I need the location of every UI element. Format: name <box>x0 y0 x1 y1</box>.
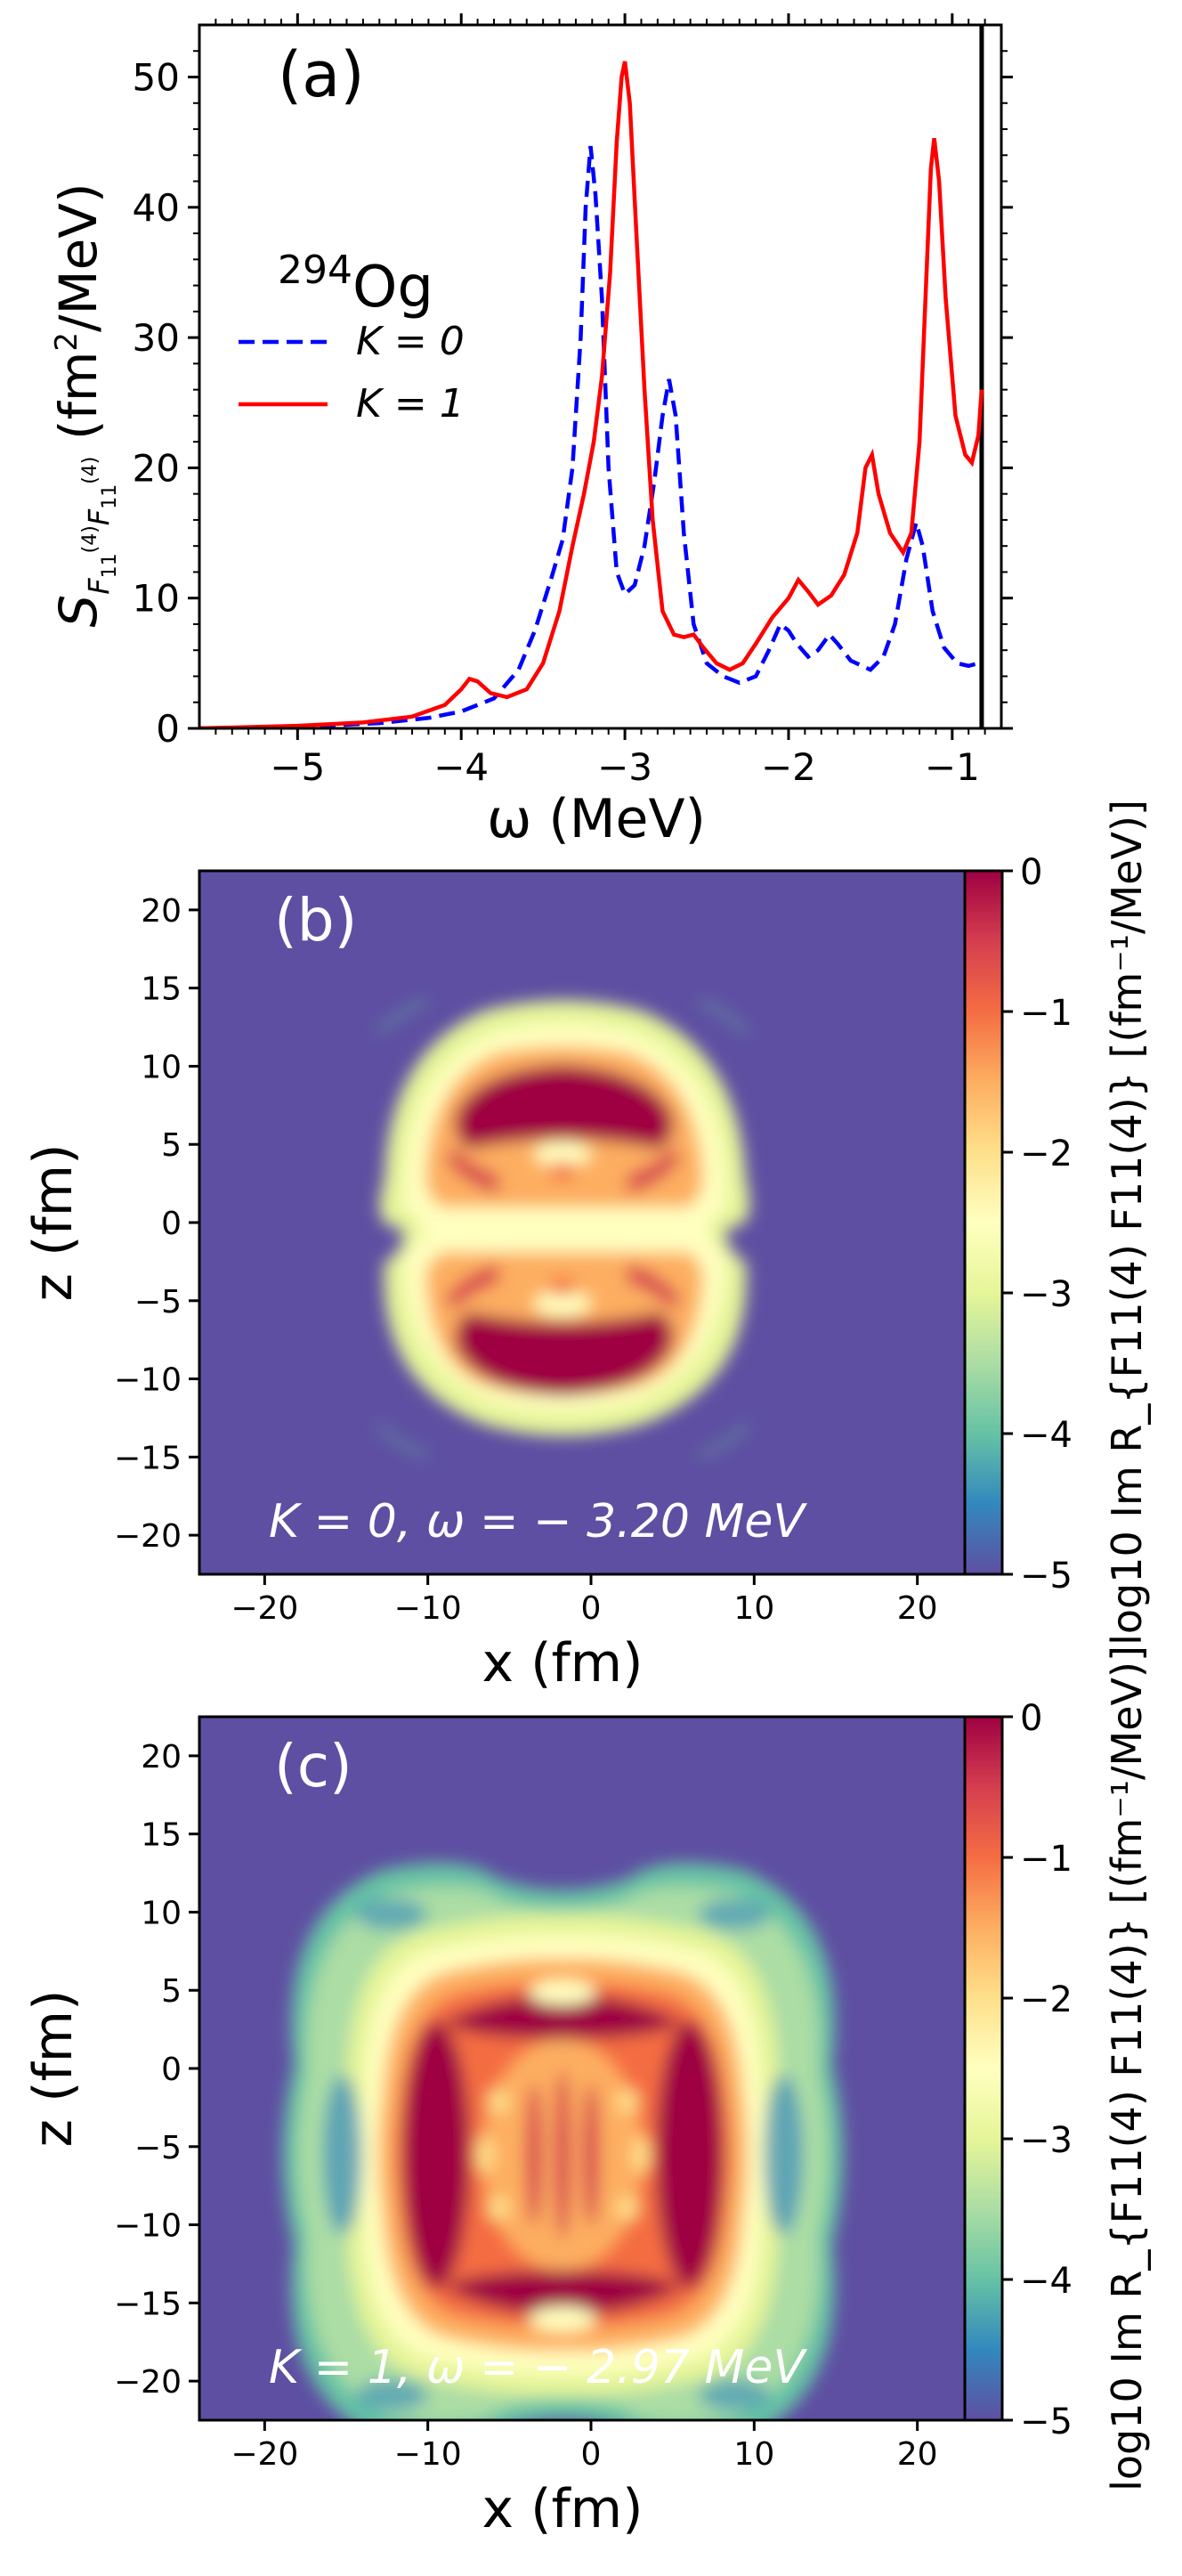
panel-c-label: (c) <box>274 1732 352 1800</box>
panel-a-y-axis-label: SF11(4)F11(4) (fm2/MeV) <box>48 183 121 627</box>
x-tick-label: −10 <box>394 1590 462 1627</box>
x-tick-label: −5 <box>270 745 325 789</box>
nucleus-label: 294Og <box>278 248 433 321</box>
panel-b-x-axis-label: x (fm) <box>482 1632 644 1694</box>
y-tick-label: −5 <box>134 2130 182 2166</box>
legend-k0-label: K = 0 <box>356 319 465 364</box>
y-tick-label: −10 <box>114 1362 182 1399</box>
y-tick-label: 5 <box>161 1127 182 1164</box>
panel-c-x-axis-label: x (fm) <box>482 2478 644 2540</box>
y-tick-label: 10 <box>141 1895 182 1931</box>
y-tick-label: −10 <box>114 2208 182 2245</box>
colorbar-tick-label: −3 <box>1020 1274 1073 1315</box>
panel-c-annotation: K = 1, ω = − 2.97 MeV <box>269 2341 807 2394</box>
y-tick-label: 20 <box>141 1739 182 1776</box>
colorbar-b <box>963 869 1004 1576</box>
legend: K = 0 K = 1 <box>239 319 465 427</box>
colorbar-c-label: log10 Im R_{F11(4) F11(4)} [(fm⁻¹/MeV)] <box>1103 1646 1151 2491</box>
panel-c-y-axis-label: z (fm) <box>22 1990 85 2148</box>
x-tick-label: −4 <box>433 745 489 789</box>
y-tick-label: −5 <box>134 1284 182 1321</box>
x-tick-label: 10 <box>733 1590 774 1627</box>
x-tick-label: −20 <box>231 2436 298 2473</box>
panel-a-label: (a) <box>278 38 365 111</box>
series-k1-solid-line <box>199 61 984 728</box>
heatmap-c-density <box>282 1863 844 2420</box>
heatmap-b-faint-arcs <box>376 999 750 1459</box>
colorbar-tick-label: −5 <box>1020 2401 1073 2442</box>
colorbar-tick-label: −2 <box>1020 1134 1073 1174</box>
colorbar-b-label: log10 Im R_{F11(4) F11(4)} [(fm⁻¹/MeV)] <box>1103 800 1151 1646</box>
panel-a-line-chart: −5 −4 −3 −2 −1 0 10 20 30 40 50 (a) 294Og K = 0 K … <box>48 13 1013 850</box>
y-tick-label: 20 <box>141 893 182 930</box>
y-tick-label: 10 <box>133 577 180 621</box>
y-tick-label: 30 <box>133 316 180 360</box>
colorbar-tick-label: −4 <box>1020 1415 1073 1456</box>
y-tick-label: 40 <box>133 186 180 230</box>
panel-b-label: (b) <box>274 886 357 955</box>
x-tick-label: 10 <box>733 2436 774 2473</box>
y-tick-label: 10 <box>141 1049 182 1085</box>
y-tick-label: 0 <box>161 2052 182 2088</box>
colorbar-c <box>963 1715 1004 2422</box>
x-tick-label: 0 <box>581 2436 602 2473</box>
x-tick-label: 0 <box>581 1590 602 1627</box>
colorbar-tick-label: −1 <box>1020 1839 1073 1880</box>
panel-a-frame <box>198 23 1003 730</box>
y-tick-label: 5 <box>161 1973 182 2010</box>
x-tick-label: −10 <box>394 2436 462 2473</box>
panel-b-y-axis-label: z (fm) <box>22 1144 85 1302</box>
y-tick-label: 0 <box>156 707 180 751</box>
panel-c-ticks: −20 −10 0 10 20 20 15 10 5 0 −5 −10 −15 −20 <box>114 1739 938 2473</box>
y-tick-label: 15 <box>141 1817 182 1854</box>
panel-a-x-axis-label: ω (MeV) <box>487 788 706 850</box>
colorbar-tick-label: −5 <box>1020 1556 1073 1597</box>
colorbar-tick-label: −4 <box>1020 2261 1073 2302</box>
colorbar-tick-label: 0 <box>1020 1698 1042 1739</box>
y-tick-label: −20 <box>114 2364 182 2401</box>
panel-b-ticks: −20 −10 0 10 20 20 15 10 5 0 −5 −10 −15 −20 <box>114 893 938 1627</box>
x-tick-label: −1 <box>925 745 980 789</box>
panel-b-annotation: K = 0, ω = − 3.20 MeV <box>269 1495 807 1548</box>
colorbar-tick-label: −3 <box>1020 2120 1073 2161</box>
y-tick-label: 15 <box>141 971 182 1008</box>
y-tick-label: 0 <box>161 1206 182 1242</box>
x-tick-label: 20 <box>897 2436 938 2473</box>
y-tick-label: 50 <box>133 56 180 100</box>
y-tick-label: −15 <box>114 1440 182 1476</box>
legend-k1-label: K = 1 <box>356 381 465 427</box>
x-tick-label: −2 <box>761 745 816 789</box>
colorbar-tick-label: 0 <box>1020 852 1042 893</box>
colorbar-b-ticks: 0 −1 −2 −3 −4 −5 <box>1002 852 1073 1597</box>
series-k0-dashed-line <box>199 145 979 728</box>
colorbar-tick-label: −1 <box>1020 993 1073 1034</box>
x-tick-label: 20 <box>897 1590 938 1627</box>
colorbar-tick-label: −2 <box>1020 1979 1073 2020</box>
y-tick-label: −15 <box>114 2286 182 2322</box>
x-tick-label: −20 <box>231 1590 298 1627</box>
y-tick-label: −20 <box>114 1518 182 1555</box>
y-tick-label: 20 <box>133 446 180 490</box>
heatmap-b-density <box>379 1000 750 1436</box>
x-tick-label: −3 <box>597 745 652 789</box>
colorbar-c-ticks: 0 −1 −2 −3 −4 −5 <box>1002 1698 1073 2442</box>
panel-a-ticks: −5 −4 −3 −2 −1 0 10 20 30 40 50 <box>133 13 1013 789</box>
